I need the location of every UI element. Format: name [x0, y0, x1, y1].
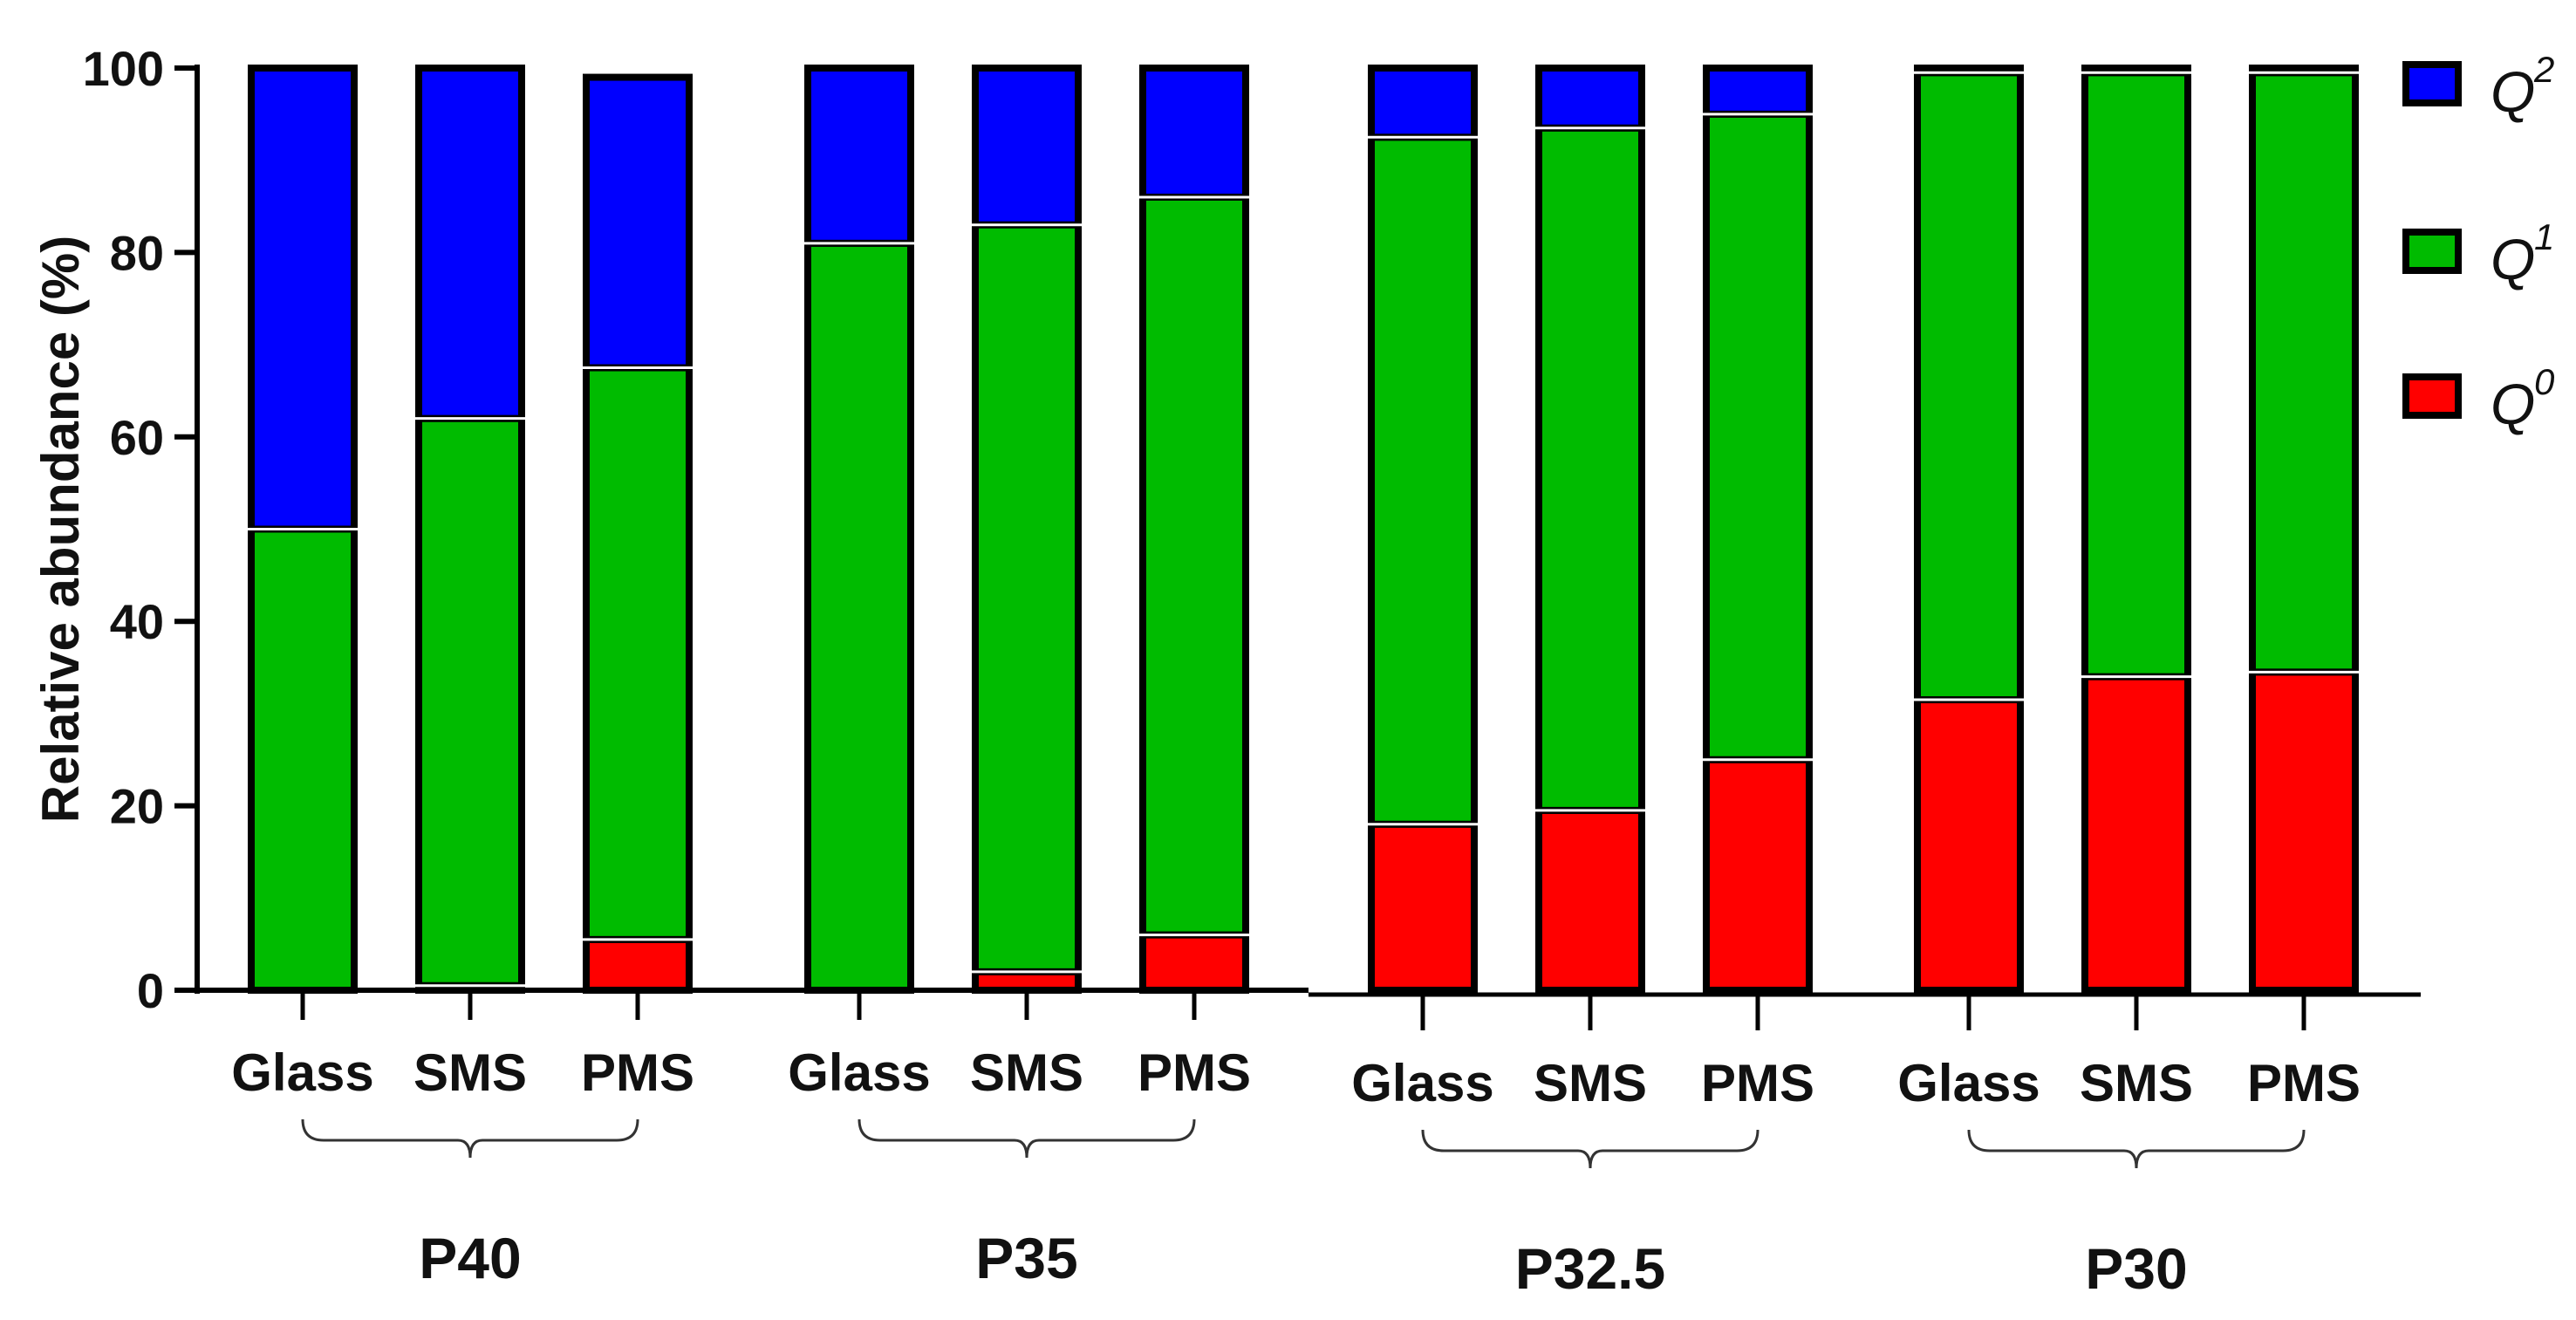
bar-P40-Glass-Q1: [248, 525, 358, 994]
bar-P35-Glass-Q1: [804, 239, 914, 994]
category-label: SMS: [413, 1043, 527, 1102]
bar-P32.5-PMS-Q1: [1703, 110, 1813, 763]
y-tick-label: 80: [110, 225, 164, 280]
category-label: SMS: [970, 1043, 1083, 1102]
y-tick-label: 20: [110, 779, 164, 834]
category-label: Glass: [1897, 1054, 2040, 1112]
legend-label-Q2: Q: [2491, 59, 2535, 124]
group-bracket: [301, 1118, 639, 1159]
legend-superscript-Q2: 2: [2533, 49, 2554, 90]
bar-P30-PMS-Q0: [2249, 668, 2359, 995]
group-label: P40: [419, 1226, 521, 1290]
legend-swatch-Q2: [2402, 61, 2462, 106]
bar-P32.5-SMS-Q2: [1535, 65, 1645, 132]
bar-P40-PMS-Q0: [583, 935, 693, 994]
legend-swatch-Q1: [2402, 229, 2462, 274]
bar-P32.5-SMS-Q0: [1535, 806, 1645, 995]
bar-P32.5-Glass-Q2: [1368, 65, 1478, 141]
legend-label-Q1: Q: [2491, 227, 2535, 291]
group-bracket: [858, 1118, 1196, 1159]
bar-P30-SMS-Q0: [2081, 673, 2191, 994]
bar-P32.5-PMS-Q2: [1703, 65, 1813, 118]
legend-label-Q0: Q: [2491, 372, 2535, 436]
bar-P40-SMS-Q1: [415, 414, 525, 989]
bar-P30-SMS-Q1: [2081, 69, 2191, 681]
category-label: PMS: [1138, 1043, 1251, 1102]
legend-swatch-Q0: [2402, 373, 2462, 419]
labels-layer: Glass SMS PMS P40 Glass SMS PMS P35 Glass SMS PMS P…: [31, 41, 2361, 1301]
bar-P32.5-PMS-Q0: [1703, 756, 1813, 994]
y-tick-label: 40: [110, 594, 164, 649]
bar-P32.5-Glass-Q1: [1368, 133, 1478, 828]
bar-P40-PMS-Q2: [583, 73, 693, 372]
y-tick-label: 60: [110, 410, 164, 465]
category-label: PMS: [1701, 1054, 1814, 1112]
bar-P30-Glass-Q1: [1914, 69, 2024, 704]
group-label: P32.5: [1515, 1236, 1665, 1301]
bar-P40-SMS-Q2: [415, 65, 525, 422]
legend-superscript-Q0: 0: [2534, 361, 2555, 402]
bar-P32.5-Glass-Q0: [1368, 820, 1478, 994]
bar-P35-SMS-Q1: [972, 221, 1082, 975]
bar-P35-PMS-Q0: [1139, 931, 1249, 994]
y-tick-label: 100: [83, 41, 164, 96]
y-axis-title: Relative abundance (%): [31, 236, 90, 824]
category-label: Glass: [788, 1043, 930, 1102]
bar-P30-PMS-Q1: [2249, 69, 2359, 676]
bar-P35-SMS-Q2: [972, 65, 1082, 229]
group-bracket: [1967, 1129, 2306, 1169]
bars-layer: [248, 65, 2359, 995]
category-label: PMS: [2247, 1054, 2361, 1112]
bar-P35-PMS-Q1: [1139, 193, 1249, 939]
axes-layer: [174, 65, 2421, 1169]
bar-P32.5-SMS-Q1: [1535, 124, 1645, 814]
bar-P40-PMS-Q1: [583, 364, 693, 943]
category-label: Glass: [231, 1043, 373, 1102]
bar-P35-Glass-Q2: [804, 65, 914, 247]
category-label: SMS: [2080, 1054, 2193, 1112]
bar-P35-PMS-Q2: [1139, 65, 1249, 201]
category-label: SMS: [1534, 1054, 1647, 1112]
bar-P40-Glass-Q2: [248, 65, 358, 533]
category-label: Glass: [1351, 1054, 1493, 1112]
group-label: P35: [975, 1226, 1077, 1290]
legend-superscript-Q1: 1: [2534, 216, 2554, 257]
bar-P30-Glass-Q0: [1914, 696, 2024, 994]
category-label: PMS: [581, 1043, 694, 1102]
y-tick-label: 0: [137, 963, 164, 1018]
group-bracket: [1421, 1129, 1759, 1169]
group-label: P30: [2085, 1236, 2187, 1301]
